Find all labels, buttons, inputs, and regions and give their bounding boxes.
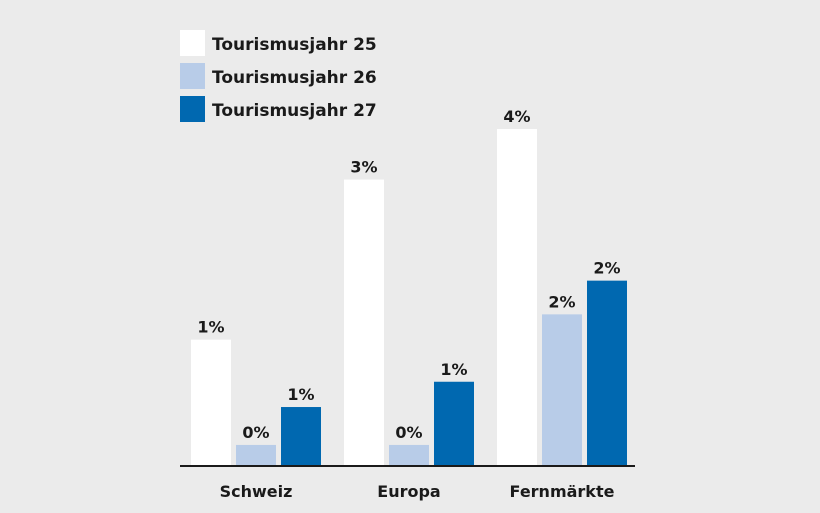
bar [344,179,384,467]
data-label: 0% [242,423,269,442]
legend-label: Tourismusjahr 27 [212,101,377,121]
bar [191,339,231,466]
legend-swatch [180,63,205,89]
data-label: 3% [350,158,377,177]
data-label: 1% [440,360,467,379]
bar [389,444,429,466]
bar [587,280,627,466]
data-label: 2% [548,292,575,311]
data-label: 1% [197,318,224,337]
bar [434,381,474,466]
data-label: 2% [593,259,620,278]
legend-swatch [180,96,205,122]
data-label: 0% [395,423,422,442]
bar [497,129,537,466]
bar [236,444,276,466]
x-tick-label: Fernmärkte [510,482,615,501]
bar [281,407,321,466]
x-tick-label: Europa [377,482,440,501]
legend-label: Tourismusjahr 25 [212,35,377,55]
bar [542,314,582,466]
data-label: 1% [287,385,314,404]
legend-swatch [180,30,205,56]
legend-label: Tourismusjahr 26 [212,68,377,88]
data-label: 4% [503,107,530,126]
x-tick-label: Schweiz [220,482,293,501]
